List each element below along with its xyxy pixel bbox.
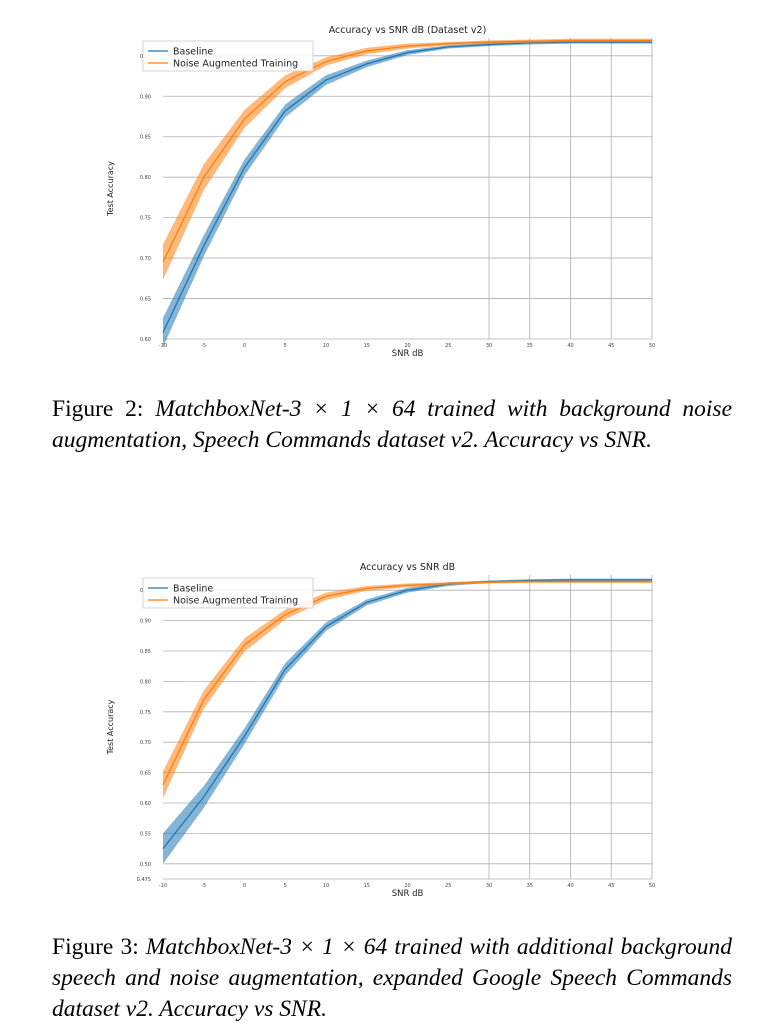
legend-label: Noise Augmented Training: [173, 596, 298, 607]
y-tick-label: 0.85: [140, 649, 151, 655]
x-axis-label: SNR dB: [392, 889, 424, 899]
y-tick-label: 0.65: [140, 771, 151, 777]
x-tick-label: 45: [608, 883, 614, 889]
figure-2-caption: Figure 2: MatchboxNet-3 × 1 × 64 trained…: [52, 394, 732, 456]
y-tick-label: 0.65: [140, 297, 151, 303]
x-tick-label: -5: [201, 343, 206, 349]
x-tick-label: 20: [404, 883, 410, 889]
chart-title: Accuracy vs SNR dB: [360, 562, 455, 573]
y-tick-label: 0.50: [140, 862, 151, 868]
series-band-1: [163, 580, 652, 799]
y-tick-label: 0.80: [140, 679, 151, 685]
legend-label: Baseline: [173, 47, 213, 58]
x-tick-label: 50: [649, 883, 655, 889]
y-axis-label: Test Accuracy: [106, 161, 115, 217]
y-tick-label: 0.85: [140, 135, 151, 141]
figure-2-text: MatchboxNet-3 × 1 × 64 trained with back…: [52, 396, 733, 453]
x-tick-label: 50: [649, 343, 655, 349]
figure-3-label: Figure 3:: [52, 934, 139, 960]
y-axis-label: Test Accuracy: [106, 699, 115, 755]
legend-label: Baseline: [173, 584, 213, 595]
y-tick-label: 0.70: [140, 256, 151, 262]
y-tick-label: 0.70: [140, 740, 151, 746]
y-tick-label: 0.60: [140, 337, 151, 343]
x-tick-label: 40: [567, 343, 573, 349]
series-line-1: [162, 581, 652, 786]
x-tick-label: 40: [567, 883, 573, 889]
legend-box: [142, 40, 314, 72]
x-tick-label: 5: [284, 343, 287, 349]
accuracy-vs-snr-chart-expanded: Accuracy vs SNR dB 0.475 0.50 0.55 0.60 0.65 0…: [106, 562, 655, 899]
x-axis-label: SNR dB: [392, 349, 424, 359]
x-tick-label: -5: [201, 883, 206, 889]
y-tick-label: 0.90: [140, 94, 151, 100]
legend-label: Noise Augmented Training: [173, 59, 298, 70]
figure-3-caption: Figure 3: MatchboxNet-3 × 1 × 64 trained…: [52, 932, 732, 1025]
y-tick-label: 0.90: [140, 619, 151, 625]
x-tick-label: 15: [364, 343, 370, 349]
x-tick-label: 25: [445, 883, 451, 889]
legend-box: [142, 577, 314, 609]
x-tick-label: 30: [486, 343, 492, 349]
y-tick-label: 0.55: [140, 831, 151, 837]
accuracy-vs-snr-chart-v2: Accuracy vs SNR dB (Dataset v2) 0.60 0.65 0…: [106, 25, 655, 359]
x-tick-label: 0: [243, 343, 246, 349]
x-tick-label: 30: [486, 883, 492, 889]
y-tick-label: 0.75: [140, 216, 151, 222]
x-tick-label: 35: [527, 883, 533, 889]
y-tick-label: 0.75: [140, 710, 151, 716]
y-tick-label: 0.60: [140, 801, 151, 807]
series-band-0: [163, 40, 652, 348]
x-tick-label: 15: [364, 883, 370, 889]
x-tick-label: 35: [527, 343, 533, 349]
y-tick-label: 0.475: [137, 877, 151, 883]
x-tick-label: 10: [323, 883, 329, 889]
x-tick-label: 5: [284, 883, 287, 889]
y-tick-label: 0.80: [140, 175, 151, 181]
x-tick-label: 10: [323, 343, 329, 349]
x-tick-label: 45: [608, 343, 614, 349]
x-tick-label: 20: [404, 343, 410, 349]
series-line-0: [162, 579, 652, 850]
x-tick-label: -10: [159, 883, 167, 889]
series-line-1: [162, 39, 652, 263]
chart-title: Accuracy vs SNR dB (Dataset v2): [329, 25, 487, 36]
x-tick-label: 25: [445, 343, 451, 349]
series-band-0: [163, 578, 652, 864]
figure-2-label: Figure 2:: [52, 396, 144, 422]
series-band-1: [163, 38, 652, 280]
x-tick-label: 0: [243, 883, 246, 889]
figure-3-text: MatchboxNet-3 × 1 × 64 trained with addi…: [52, 934, 732, 1022]
